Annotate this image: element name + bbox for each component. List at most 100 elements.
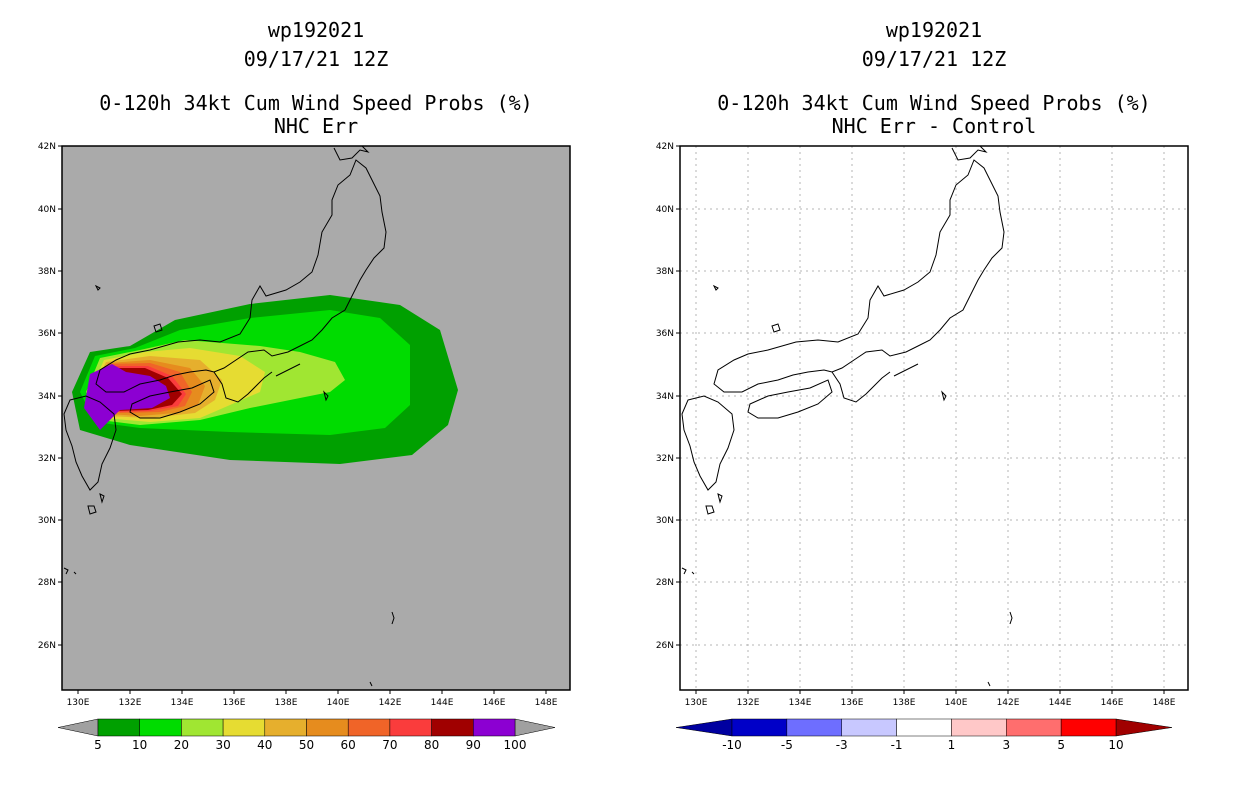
colorbar-label: 90 [466, 738, 481, 752]
colorbar-swatch [264, 718, 307, 737]
colorbar-swatch [473, 718, 516, 737]
lat-label: 40N [38, 205, 56, 215]
colorbar-swatch [896, 718, 952, 737]
lat-label: 42N [38, 142, 56, 152]
colorbar-label: 40 [257, 738, 272, 752]
lat-label: 42N [656, 142, 674, 152]
right-lon-axis: 130E 132E 134E 136E 138E 140E 142E 144E 146E 148E [685, 690, 1176, 708]
colorbar-label: 20 [174, 738, 189, 752]
right-storm-id: wp192021 [885, 18, 983, 42]
colorbar-swatch [181, 718, 224, 737]
lat-label: 30N [656, 516, 674, 526]
right-subtitle: NHC Err - Control [831, 114, 1037, 138]
lat-label: 32N [656, 454, 674, 464]
colorbar-label: -1 [891, 738, 903, 752]
left-probability-contours [63, 146, 458, 687]
lat-label: 32N [38, 454, 56, 464]
colorbar-swatch [431, 718, 474, 737]
right-datetime: 09/17/21 12Z [861, 47, 1007, 71]
colorbar-label: 3 [1002, 738, 1010, 752]
left-map-frame [61, 145, 571, 691]
right-gridlines [680, 146, 1188, 690]
lon-label: 146E [1101, 698, 1124, 708]
lat-label: 38N [656, 267, 674, 277]
lat-label: 34N [38, 392, 56, 402]
left-colorbar: 5 10 20 30 40 50 60 70 80 90 100 [57, 718, 556, 752]
colorbar-label: 70 [382, 738, 397, 752]
right-map-frame [679, 145, 1189, 691]
left-lon-axis: 130E 132E 134E 136E 138E 140E 142E 144E 146E 148E [67, 690, 558, 708]
colorbar-under-arrow [57, 718, 99, 737]
lon-label: 142E [997, 698, 1020, 708]
colorbar-swatch [841, 718, 897, 737]
lon-label: 148E [1153, 698, 1176, 708]
colorbar-label: 10 [132, 738, 147, 752]
colorbar-label: -3 [836, 738, 848, 752]
lon-label: 136E [841, 698, 864, 708]
lat-label: 28N [656, 578, 674, 588]
lat-label: 40N [656, 205, 674, 215]
lon-label: 140E [327, 698, 350, 708]
lat-label: 26N [38, 641, 56, 651]
colorbar-label: -5 [781, 738, 793, 752]
colorbar-swatch [731, 718, 788, 737]
colorbar-swatch [97, 718, 140, 737]
colorbar-label: 50 [299, 738, 314, 752]
lat-label: 28N [38, 578, 56, 588]
colorbar-label: 10 [1108, 738, 1123, 752]
colorbar-swatch [306, 718, 349, 737]
contour-90 [84, 364, 170, 430]
left-storm-id: wp192021 [267, 18, 365, 42]
lon-label: 144E [431, 698, 454, 708]
lon-label: 134E [171, 698, 194, 708]
lon-label: 130E [67, 698, 90, 708]
colorbar-label: 30 [215, 738, 230, 752]
right-map: 42N 40N 38N 36N 34N 32N 30N 28N 26N 130E 132E 134E… [656, 142, 1189, 708]
colorbar-label: -10 [722, 738, 742, 752]
lon-label: 130E [685, 698, 708, 708]
lon-label: 138E [275, 698, 298, 708]
right-colorbar: -10 -5 -3 -1 1 3 5 10 [675, 718, 1173, 752]
left-lat-axis: 42N 40N 38N 36N 34N 32N 30N 28N 26N [38, 142, 62, 651]
left-title-block: wp192021 09/17/21 12Z 0-120h 34kt Cum Wi… [62, 16, 570, 141]
left-product-title: 0-120h 34kt Cum Wind Speed Probs (%) [99, 91, 533, 115]
colorbar-label: 1 [948, 738, 956, 752]
lat-label: 34N [656, 392, 674, 402]
colorbar-label: 80 [424, 738, 439, 752]
colorbar-swatch [786, 718, 842, 737]
colorbar-swatch [139, 718, 182, 737]
colorbar-swatch [1060, 718, 1117, 737]
left-subtitle: NHC Err [273, 114, 359, 138]
left-datetime: 09/17/21 12Z [243, 47, 389, 71]
colorbar-label: 100 [504, 738, 527, 752]
lon-label: 132E [737, 698, 760, 708]
lat-label: 30N [38, 516, 56, 526]
lon-label: 146E [483, 698, 506, 708]
lon-label: 134E [789, 698, 812, 708]
colorbar-swatch [222, 718, 266, 737]
lat-label: 38N [38, 267, 56, 277]
lon-label: 136E [223, 698, 246, 708]
colorbar-label: 5 [94, 738, 102, 752]
lon-label: 140E [945, 698, 968, 708]
colorbar-swatch [347, 718, 391, 737]
lon-label: 142E [379, 698, 402, 708]
colorbar-under-arrow [675, 718, 733, 737]
left-map: 42N 40N 38N 36N 34N 32N 30N 28N 26N 130E 132E 134E… [38, 142, 571, 708]
lon-label: 148E [535, 698, 558, 708]
colorbar-swatch [1006, 718, 1062, 737]
lon-label: 138E [893, 698, 916, 708]
colorbar-over-arrow [514, 718, 556, 737]
colorbar-label: 5 [1057, 738, 1065, 752]
right-product-title: 0-120h 34kt Cum Wind Speed Probs (%) [717, 91, 1151, 115]
lat-label: 36N [38, 329, 56, 339]
lat-label: 36N [656, 329, 674, 339]
colorbar-swatch [951, 718, 1007, 737]
lon-label: 132E [119, 698, 142, 708]
colorbar-over-arrow [1115, 718, 1173, 737]
lon-label: 144E [1049, 698, 1072, 708]
right-title-block: wp192021 09/17/21 12Z 0-120h 34kt Cum Wi… [680, 16, 1188, 141]
right-lat-axis: 42N 40N 38N 36N 34N 32N 30N 28N 26N [656, 142, 680, 651]
colorbar-swatch [389, 718, 432, 737]
lat-label: 26N [656, 641, 674, 651]
